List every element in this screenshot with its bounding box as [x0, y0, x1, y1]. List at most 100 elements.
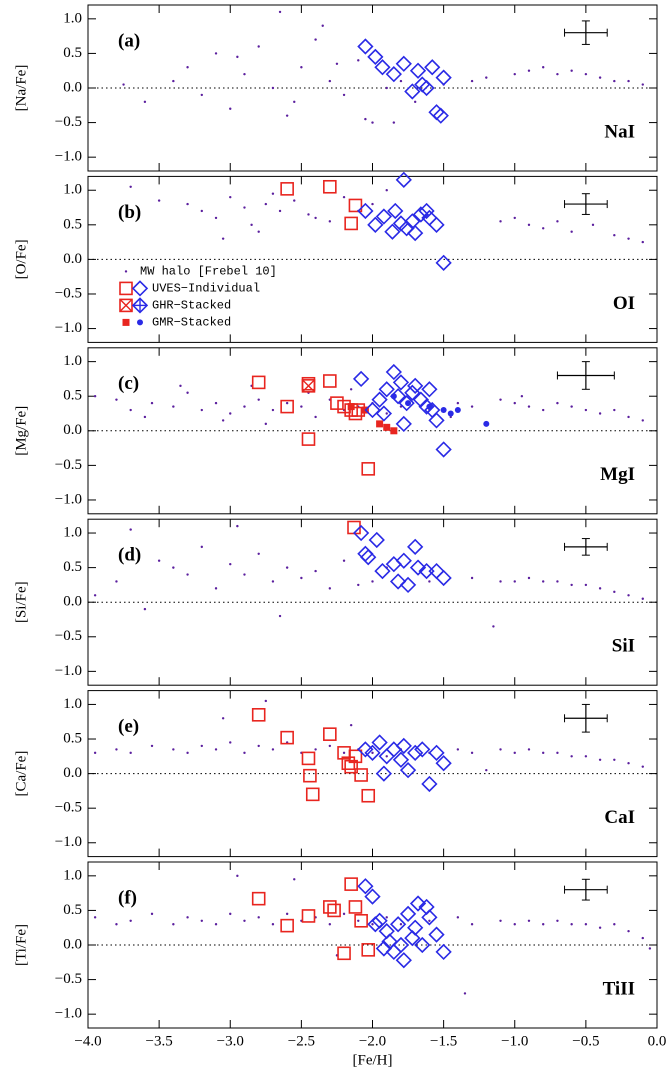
data-point-part	[499, 580, 502, 583]
data-point	[527, 748, 531, 751]
data-point-part	[314, 748, 317, 751]
data-point-part	[342, 93, 346, 97]
data-point	[303, 768, 317, 783]
data-point	[613, 233, 616, 237]
data-point	[641, 936, 644, 940]
data-point-part	[257, 230, 260, 233]
data-point	[456, 748, 460, 751]
data-point-part	[407, 538, 424, 555]
data-point	[172, 566, 175, 569]
data-point-part	[527, 576, 531, 580]
data-point-part	[527, 748, 531, 751]
data-point-part	[374, 59, 391, 76]
data-point-part	[200, 919, 203, 922]
panel-label: (c)	[118, 373, 139, 394]
data-point-part	[641, 419, 644, 422]
data-point	[357, 38, 374, 55]
y-tick-label: −1.0	[55, 149, 82, 165]
data-point	[598, 412, 602, 415]
data-point-part	[293, 199, 296, 202]
data-point	[421, 909, 438, 926]
data-point	[556, 751, 559, 755]
data-point	[342, 195, 346, 199]
data-point-part	[613, 923, 616, 926]
data-point-part	[399, 923, 403, 926]
data-point	[392, 121, 396, 124]
data-point-part	[641, 765, 644, 768]
data-point	[200, 744, 203, 748]
legend-symbol-part	[131, 280, 149, 297]
panel-label: (d)	[118, 545, 141, 566]
data-point	[371, 923, 374, 926]
data-point	[200, 209, 203, 213]
data-point	[328, 220, 332, 223]
data-point-part	[527, 69, 531, 72]
legend-symbol	[122, 318, 130, 326]
data-point-part	[641, 936, 644, 940]
data-point-part	[214, 401, 218, 405]
data-point-part	[357, 583, 360, 587]
y-tick-label: −1.0	[55, 320, 82, 336]
data-point	[214, 216, 218, 220]
data-point-part	[613, 590, 616, 594]
data-point-part	[398, 395, 415, 412]
data-point	[257, 552, 260, 555]
data-point-part	[157, 199, 161, 202]
y-tick-label: −0.5	[55, 628, 82, 644]
data-point-part	[627, 929, 630, 933]
data-point-part	[513, 580, 516, 583]
data-point	[321, 24, 324, 27]
data-point	[129, 408, 132, 412]
data-point	[314, 569, 317, 573]
data-point	[613, 408, 616, 412]
y-axis-label: [Si/Fe]	[13, 581, 29, 623]
data-point-part	[357, 38, 374, 55]
data-point	[221, 419, 225, 422]
data-point-part	[375, 208, 393, 225]
data-point-part	[357, 202, 374, 220]
legend-symbol	[131, 280, 149, 297]
data-point-part	[236, 524, 239, 528]
data-point	[186, 751, 189, 755]
data-point-part	[229, 562, 232, 566]
y-tick-label: 0.0	[63, 594, 82, 610]
data-point	[399, 576, 417, 594]
data-point-part	[303, 768, 317, 783]
data-point	[357, 583, 360, 587]
y-tick-label: 1.0	[63, 353, 82, 369]
data-point-part	[556, 401, 559, 405]
data-point-part	[598, 412, 602, 415]
data-point-part	[271, 580, 275, 583]
data-point-part	[307, 213, 310, 216]
data-point-part	[389, 573, 407, 590]
data-point-part	[428, 412, 445, 429]
data-point-part	[301, 379, 315, 393]
data-point-part	[327, 903, 341, 918]
data-point	[280, 918, 294, 933]
data-point	[375, 208, 393, 225]
data-point-part	[367, 916, 384, 933]
legend-symbol	[119, 298, 133, 313]
data-point	[93, 751, 97, 755]
x-tick-label: −4.0	[74, 1033, 101, 1049]
panel-label: (f)	[118, 887, 137, 908]
data-point	[527, 919, 531, 922]
y-tick-label: −0.5	[55, 285, 82, 301]
data-point	[257, 230, 260, 233]
data-point	[428, 744, 445, 761]
data-point-part	[392, 751, 410, 768]
data-point	[418, 79, 435, 97]
data-point-part	[214, 216, 218, 220]
data-point-part	[221, 419, 225, 422]
data-point-part	[428, 216, 445, 233]
data-point-part	[470, 79, 474, 83]
data-point-part	[330, 396, 344, 410]
data-point	[337, 946, 351, 961]
data-point-part	[93, 594, 97, 597]
data-point	[367, 916, 384, 933]
data-point-part	[613, 758, 616, 761]
data-point-part	[280, 730, 294, 745]
data-point	[344, 759, 358, 774]
data-point	[542, 66, 545, 69]
data-point	[378, 381, 395, 398]
